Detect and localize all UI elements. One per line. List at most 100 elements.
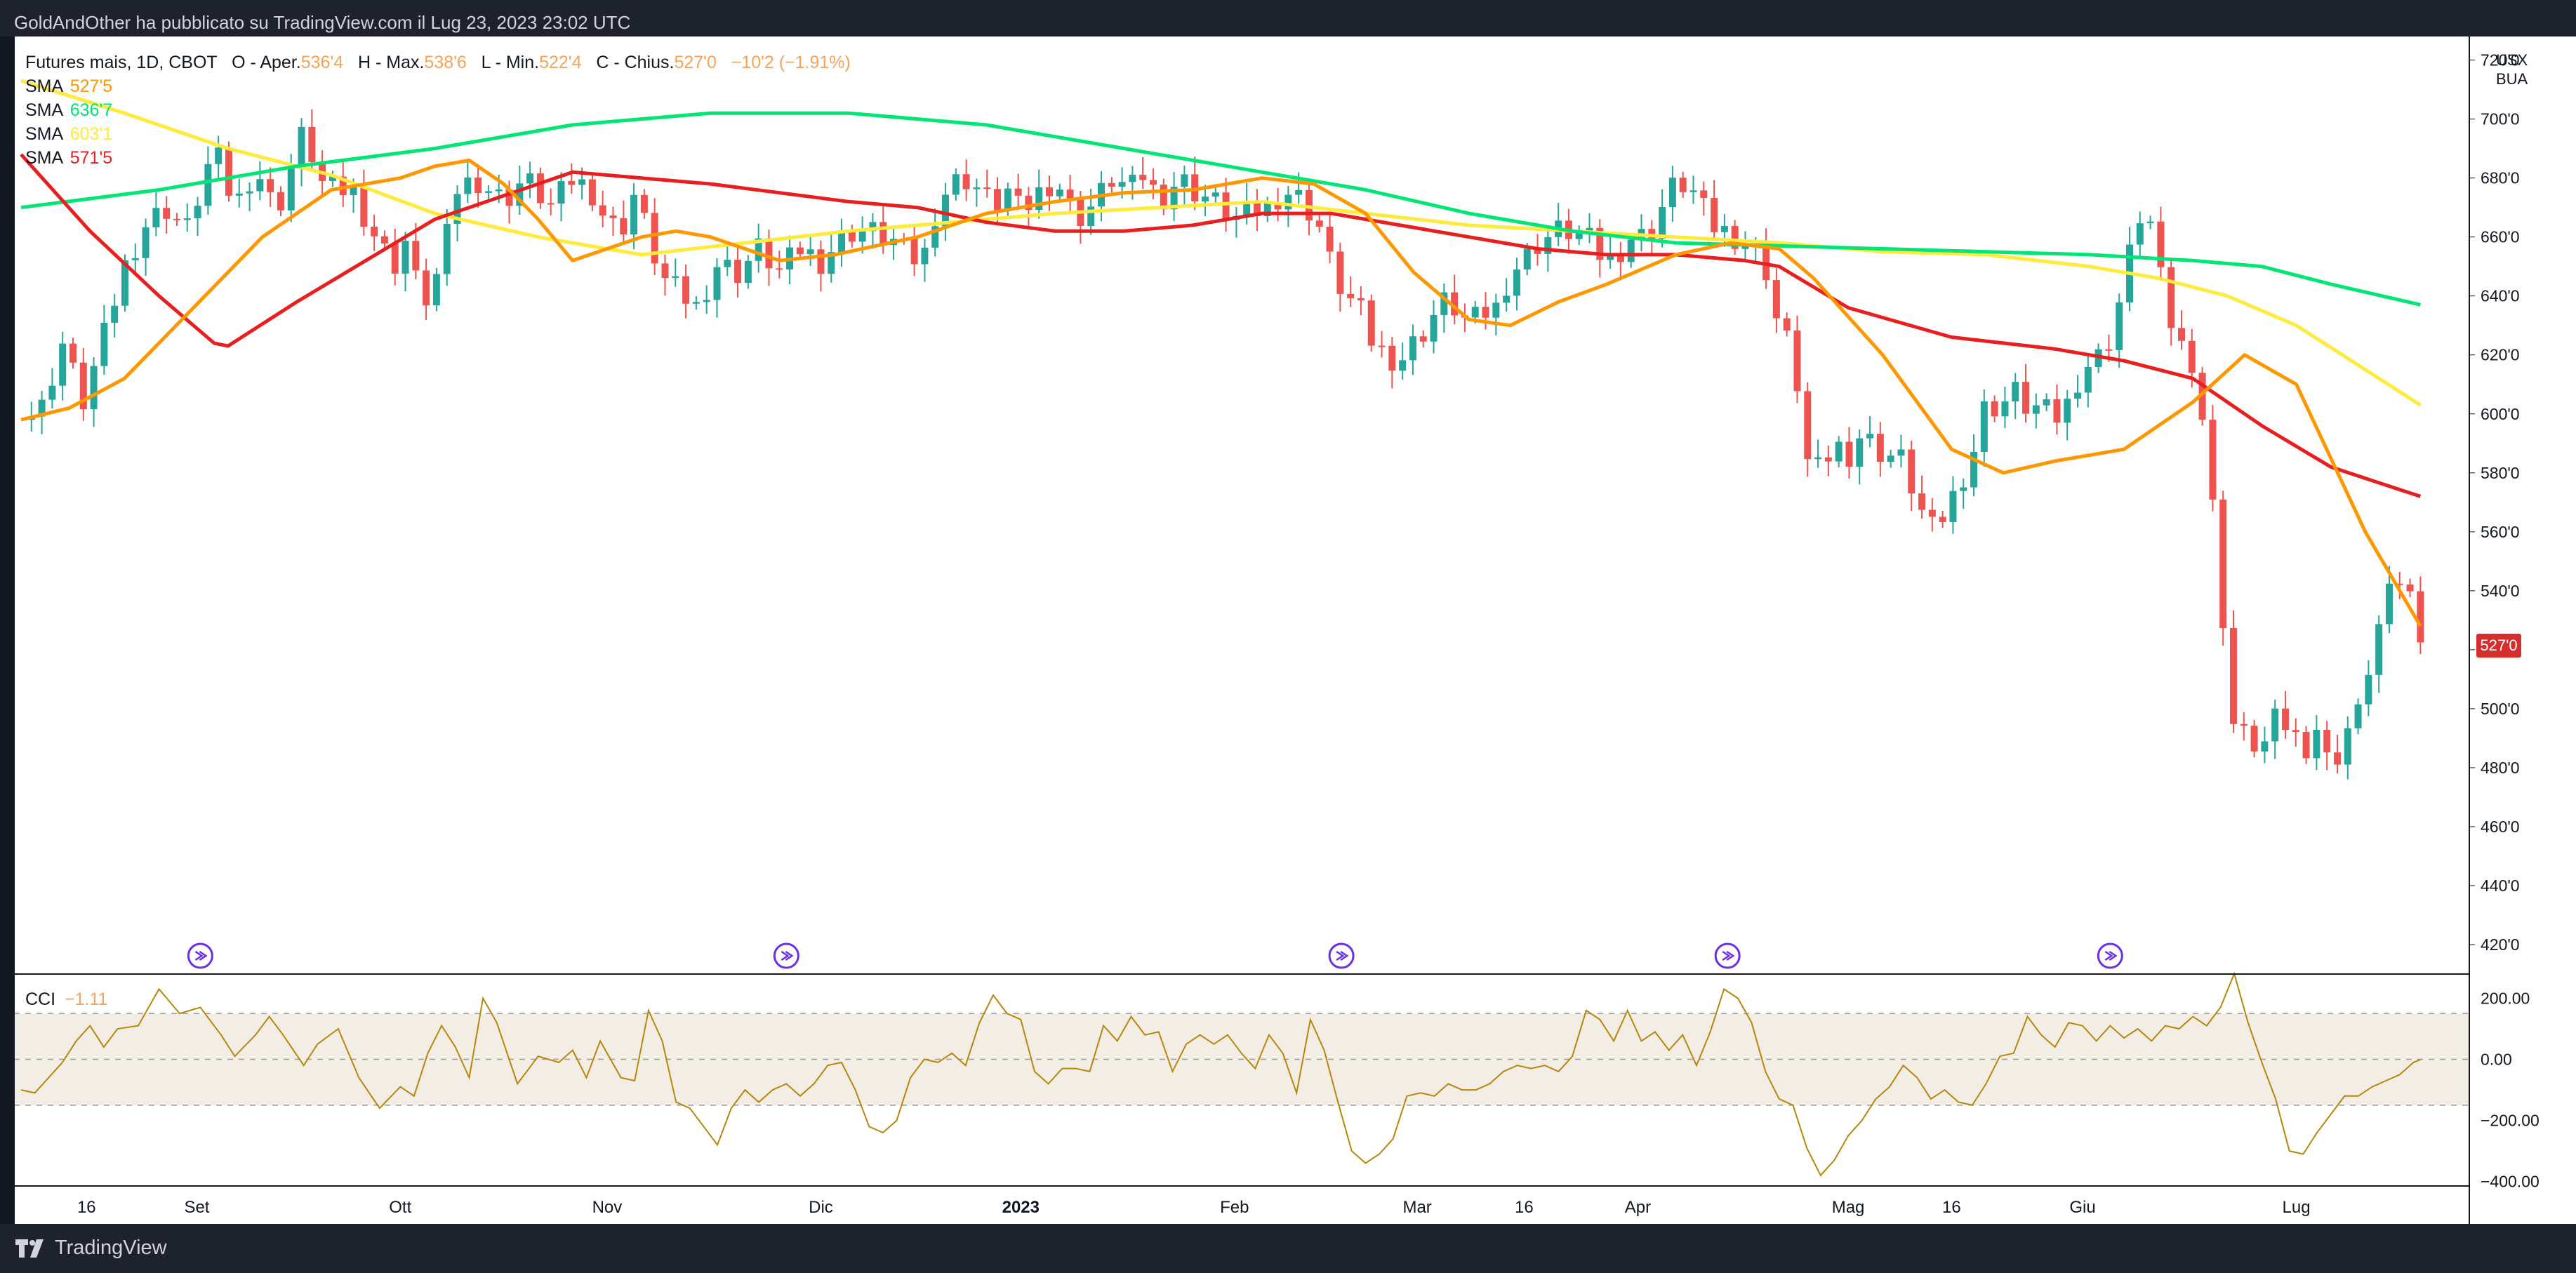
cci-legend[interactable]: CCI −1.11 bbox=[25, 989, 107, 1010]
candle-body bbox=[765, 238, 773, 269]
price-tick-label: 460'0 bbox=[2481, 818, 2520, 836]
candle-body bbox=[1991, 401, 1998, 417]
candle-body bbox=[2271, 708, 2279, 742]
price-tick-label: 560'0 bbox=[2481, 523, 2520, 541]
candle-body bbox=[121, 260, 128, 306]
sma-line bbox=[20, 79, 2422, 407]
candle-body bbox=[204, 164, 212, 206]
candle-body bbox=[2032, 405, 2040, 414]
chart-legend: Futures mais, 1D, CBOT O - Aper.536'4 H … bbox=[25, 51, 851, 170]
candle-body bbox=[1814, 457, 1822, 460]
sma-row[interactable]: SMA 571'5 bbox=[25, 146, 851, 170]
candle-body bbox=[1741, 246, 1749, 249]
candle-body bbox=[1960, 487, 1967, 491]
candle-body bbox=[2105, 349, 2113, 351]
sma-row[interactable]: SMA 636'7 bbox=[25, 98, 851, 122]
event-arrow-icon bbox=[1722, 950, 1735, 961]
candle-body bbox=[2344, 728, 2351, 765]
candle-body bbox=[2116, 302, 2123, 350]
cci-tick-label: −400.00 bbox=[2481, 1173, 2540, 1191]
time-tick-label: Giu bbox=[2069, 1198, 2095, 1217]
candle-body bbox=[298, 126, 305, 169]
candle-body bbox=[640, 194, 648, 213]
sma-value: 571'5 bbox=[69, 148, 113, 168]
footer-bar: TradingView bbox=[0, 1224, 2576, 1273]
sma-row[interactable]: SMA 603'1 bbox=[25, 122, 851, 146]
candle-body bbox=[1939, 516, 1946, 522]
candle-body bbox=[1928, 509, 1936, 517]
candle-body bbox=[1347, 293, 1355, 298]
candle-body bbox=[609, 215, 617, 218]
candle-body bbox=[557, 181, 565, 204]
candle-body bbox=[1503, 295, 1511, 303]
candle-body bbox=[973, 187, 981, 189]
candle-body bbox=[1513, 269, 1520, 296]
time-tick-label: Mar bbox=[1402, 1198, 1431, 1217]
candle-body bbox=[2146, 221, 2154, 224]
tradingview-logo[interactable]: TradingView bbox=[15, 1237, 167, 1260]
price-tick-label: 480'0 bbox=[2481, 759, 2520, 777]
price-tick-label: 620'0 bbox=[2481, 346, 2520, 364]
candle-body bbox=[1482, 307, 1489, 318]
sma-row[interactable]: SMA 527'5 bbox=[25, 74, 851, 98]
candle-body bbox=[1731, 225, 1739, 249]
candle-body bbox=[453, 194, 461, 224]
candle-body bbox=[620, 218, 628, 235]
sma-value: 603'1 bbox=[69, 124, 113, 144]
candle-body bbox=[994, 189, 1002, 211]
candle-body bbox=[1897, 449, 1905, 456]
candle-body bbox=[1835, 441, 1843, 462]
candle-body bbox=[371, 226, 378, 236]
candle-body bbox=[848, 230, 856, 242]
candle-body bbox=[1336, 251, 1344, 294]
candle-body bbox=[474, 177, 482, 193]
time-tick-label: Set bbox=[184, 1198, 209, 1217]
candle-body bbox=[858, 231, 866, 242]
candle-body bbox=[277, 192, 284, 211]
candle-body bbox=[1866, 434, 1874, 439]
price-tick-label: 500'0 bbox=[2481, 700, 2520, 718]
chart-canvas[interactable]: 420'0440'0460'0480'0500'0520'0540'0560'0… bbox=[14, 36, 2576, 1224]
candle-body bbox=[2354, 704, 2362, 728]
candle-body bbox=[1720, 225, 1728, 232]
candle-body bbox=[1388, 345, 1396, 371]
sma-line bbox=[20, 153, 2422, 498]
time-tick-label: Apr bbox=[1625, 1198, 1651, 1217]
candle-body bbox=[1949, 491, 1957, 522]
candle-body bbox=[1616, 253, 1624, 262]
candle-body bbox=[1326, 226, 1334, 252]
candle-body bbox=[1440, 292, 1448, 315]
candle-body bbox=[1118, 182, 1126, 187]
candle-body bbox=[267, 179, 274, 192]
candle-body bbox=[2323, 729, 2331, 753]
event-arrow-icon bbox=[1336, 950, 1349, 961]
last-price-label: 527'0 bbox=[2476, 634, 2521, 658]
candle-body bbox=[1399, 360, 1407, 371]
candle-body bbox=[152, 208, 160, 228]
candle-body bbox=[1222, 192, 1230, 220]
sma-label: SMA bbox=[25, 124, 62, 144]
candle-body bbox=[2157, 221, 2165, 267]
candle-body bbox=[703, 300, 710, 302]
candle-body bbox=[2281, 708, 2289, 731]
candle-body bbox=[942, 194, 950, 227]
sma-label: SMA bbox=[25, 76, 62, 96]
candle-body bbox=[1607, 253, 1614, 260]
candle-body bbox=[1263, 202, 1271, 217]
candle-body bbox=[599, 205, 606, 216]
event-arrow-icon bbox=[2104, 950, 2118, 961]
candle-body bbox=[432, 274, 440, 306]
candle-body bbox=[2064, 399, 2071, 423]
price-tick-label: 720'0 bbox=[2481, 51, 2520, 69]
symbol-label: Futures mais, 1D, CBOT bbox=[25, 53, 218, 72]
candle-body bbox=[588, 179, 596, 206]
candle-body bbox=[1523, 248, 1531, 270]
sma-value: 636'7 bbox=[69, 100, 113, 120]
candle-body bbox=[1970, 452, 1978, 488]
publisher-bar: GoldAndOther ha pubblicato su TradingVie… bbox=[0, 0, 2576, 36]
candle-body bbox=[1575, 231, 1583, 239]
candle-body bbox=[1711, 198, 1718, 232]
candle-body bbox=[1772, 280, 1780, 319]
time-tick-label: 2023 bbox=[1002, 1198, 1040, 1217]
candle-body bbox=[1274, 202, 1282, 210]
